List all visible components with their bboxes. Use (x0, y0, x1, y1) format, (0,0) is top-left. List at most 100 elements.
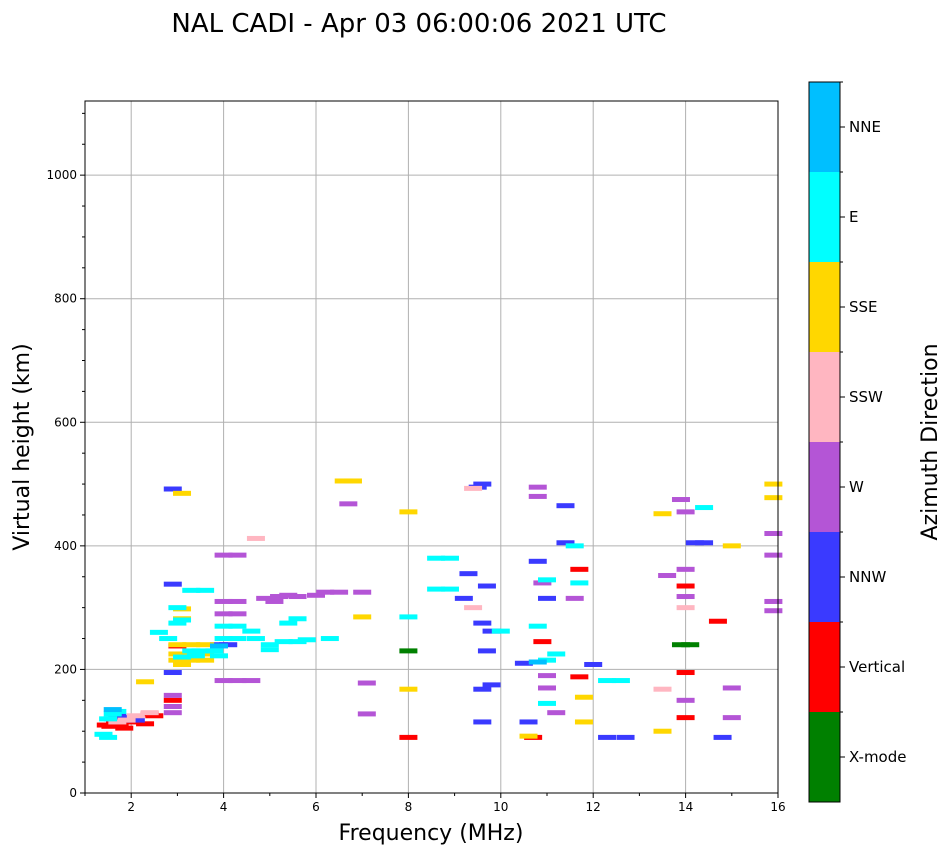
data-point (163, 697, 182, 703)
data-point (149, 629, 168, 635)
data-point (339, 501, 358, 507)
data-point (547, 651, 566, 657)
data-point (538, 577, 556, 583)
data-point (159, 636, 178, 642)
data-point (611, 678, 630, 684)
data-point (764, 552, 783, 558)
data-point (565, 543, 584, 549)
data-point (103, 707, 122, 713)
data-point (695, 505, 714, 511)
colorbar-swatch (809, 622, 840, 712)
data-point (556, 540, 575, 546)
data-points (94, 478, 783, 740)
data-point (173, 617, 192, 623)
data-point (242, 628, 261, 634)
colorbar-label: E (849, 208, 858, 226)
data-point (242, 678, 261, 684)
data-point (357, 711, 376, 717)
colorbar-swatch (809, 172, 840, 262)
colorbar-label: W (849, 478, 864, 496)
x-axis-ticks: 2 4 6 8 10 12 14 16 (84, 793, 786, 814)
data-point (574, 719, 593, 725)
data-point (482, 628, 501, 634)
data-point (764, 481, 783, 487)
y-tick-label: 400 (54, 539, 77, 553)
data-point (246, 636, 265, 642)
colorbar-label: Vertical (849, 658, 905, 676)
data-point (399, 734, 418, 740)
data-point (353, 614, 372, 620)
data-point (228, 611, 247, 617)
data-point (528, 659, 547, 665)
data-point (722, 715, 741, 721)
data-point (528, 623, 547, 629)
grid-lines (85, 101, 779, 794)
data-point (110, 722, 129, 728)
data-point (196, 587, 215, 593)
y-axis-title: Virtual height (km) (10, 343, 35, 550)
data-point (182, 587, 201, 593)
data-point (459, 571, 478, 577)
data-point (117, 717, 136, 723)
data-point (547, 710, 566, 716)
data-point (764, 531, 783, 536)
data-point (274, 639, 293, 645)
data-point (528, 558, 547, 564)
data-point (163, 704, 182, 709)
data-point (653, 511, 672, 517)
data-point (99, 716, 118, 722)
data-point (473, 620, 492, 626)
colorbar-label: NNE (849, 118, 881, 136)
data-point (214, 598, 233, 604)
data-point (343, 478, 362, 484)
data-point (764, 495, 783, 501)
data-point (538, 673, 556, 679)
data-point (115, 725, 134, 731)
x-tick-label: 12 (586, 800, 601, 814)
data-point (334, 478, 353, 484)
data-point (214, 678, 233, 684)
colorbar-frame (808, 81, 841, 803)
x-tick-label: 6 (312, 800, 320, 814)
data-point (533, 639, 552, 645)
data-point (473, 481, 492, 487)
data-point (570, 674, 589, 680)
data-point (173, 661, 192, 667)
y-tick-label: 600 (54, 415, 77, 429)
data-point (491, 628, 510, 634)
data-point (265, 598, 284, 604)
data-point (399, 686, 418, 692)
data-point (163, 710, 182, 716)
x-tick-label: 14 (678, 800, 693, 814)
series-w (163, 484, 783, 721)
x-tick-label: 2 (127, 800, 135, 814)
y-tick-label: 1000 (46, 168, 77, 182)
data-point (399, 509, 418, 515)
data-point (653, 728, 672, 734)
y-tick-label: 0 (69, 786, 77, 800)
data-point (316, 589, 335, 595)
colorbar-label: NNW (849, 568, 886, 586)
data-point (764, 608, 783, 614)
data-point (168, 620, 187, 626)
data-point (219, 642, 238, 648)
data-point (163, 581, 182, 587)
data-point (464, 485, 483, 491)
plot-frame (84, 100, 779, 794)
data-point (99, 734, 118, 740)
series-x-mode (399, 642, 700, 654)
x-tick-label: 4 (220, 800, 228, 814)
data-point (196, 657, 215, 663)
data-point (676, 583, 695, 589)
data-point (256, 595, 275, 601)
data-point (574, 694, 593, 700)
data-point (722, 685, 741, 691)
data-point (676, 509, 695, 515)
data-point (584, 661, 603, 667)
data-point (228, 552, 247, 558)
data-point (182, 642, 201, 648)
data-point (330, 589, 349, 595)
data-point (681, 642, 700, 648)
data-point (440, 586, 459, 592)
data-point (357, 680, 376, 686)
